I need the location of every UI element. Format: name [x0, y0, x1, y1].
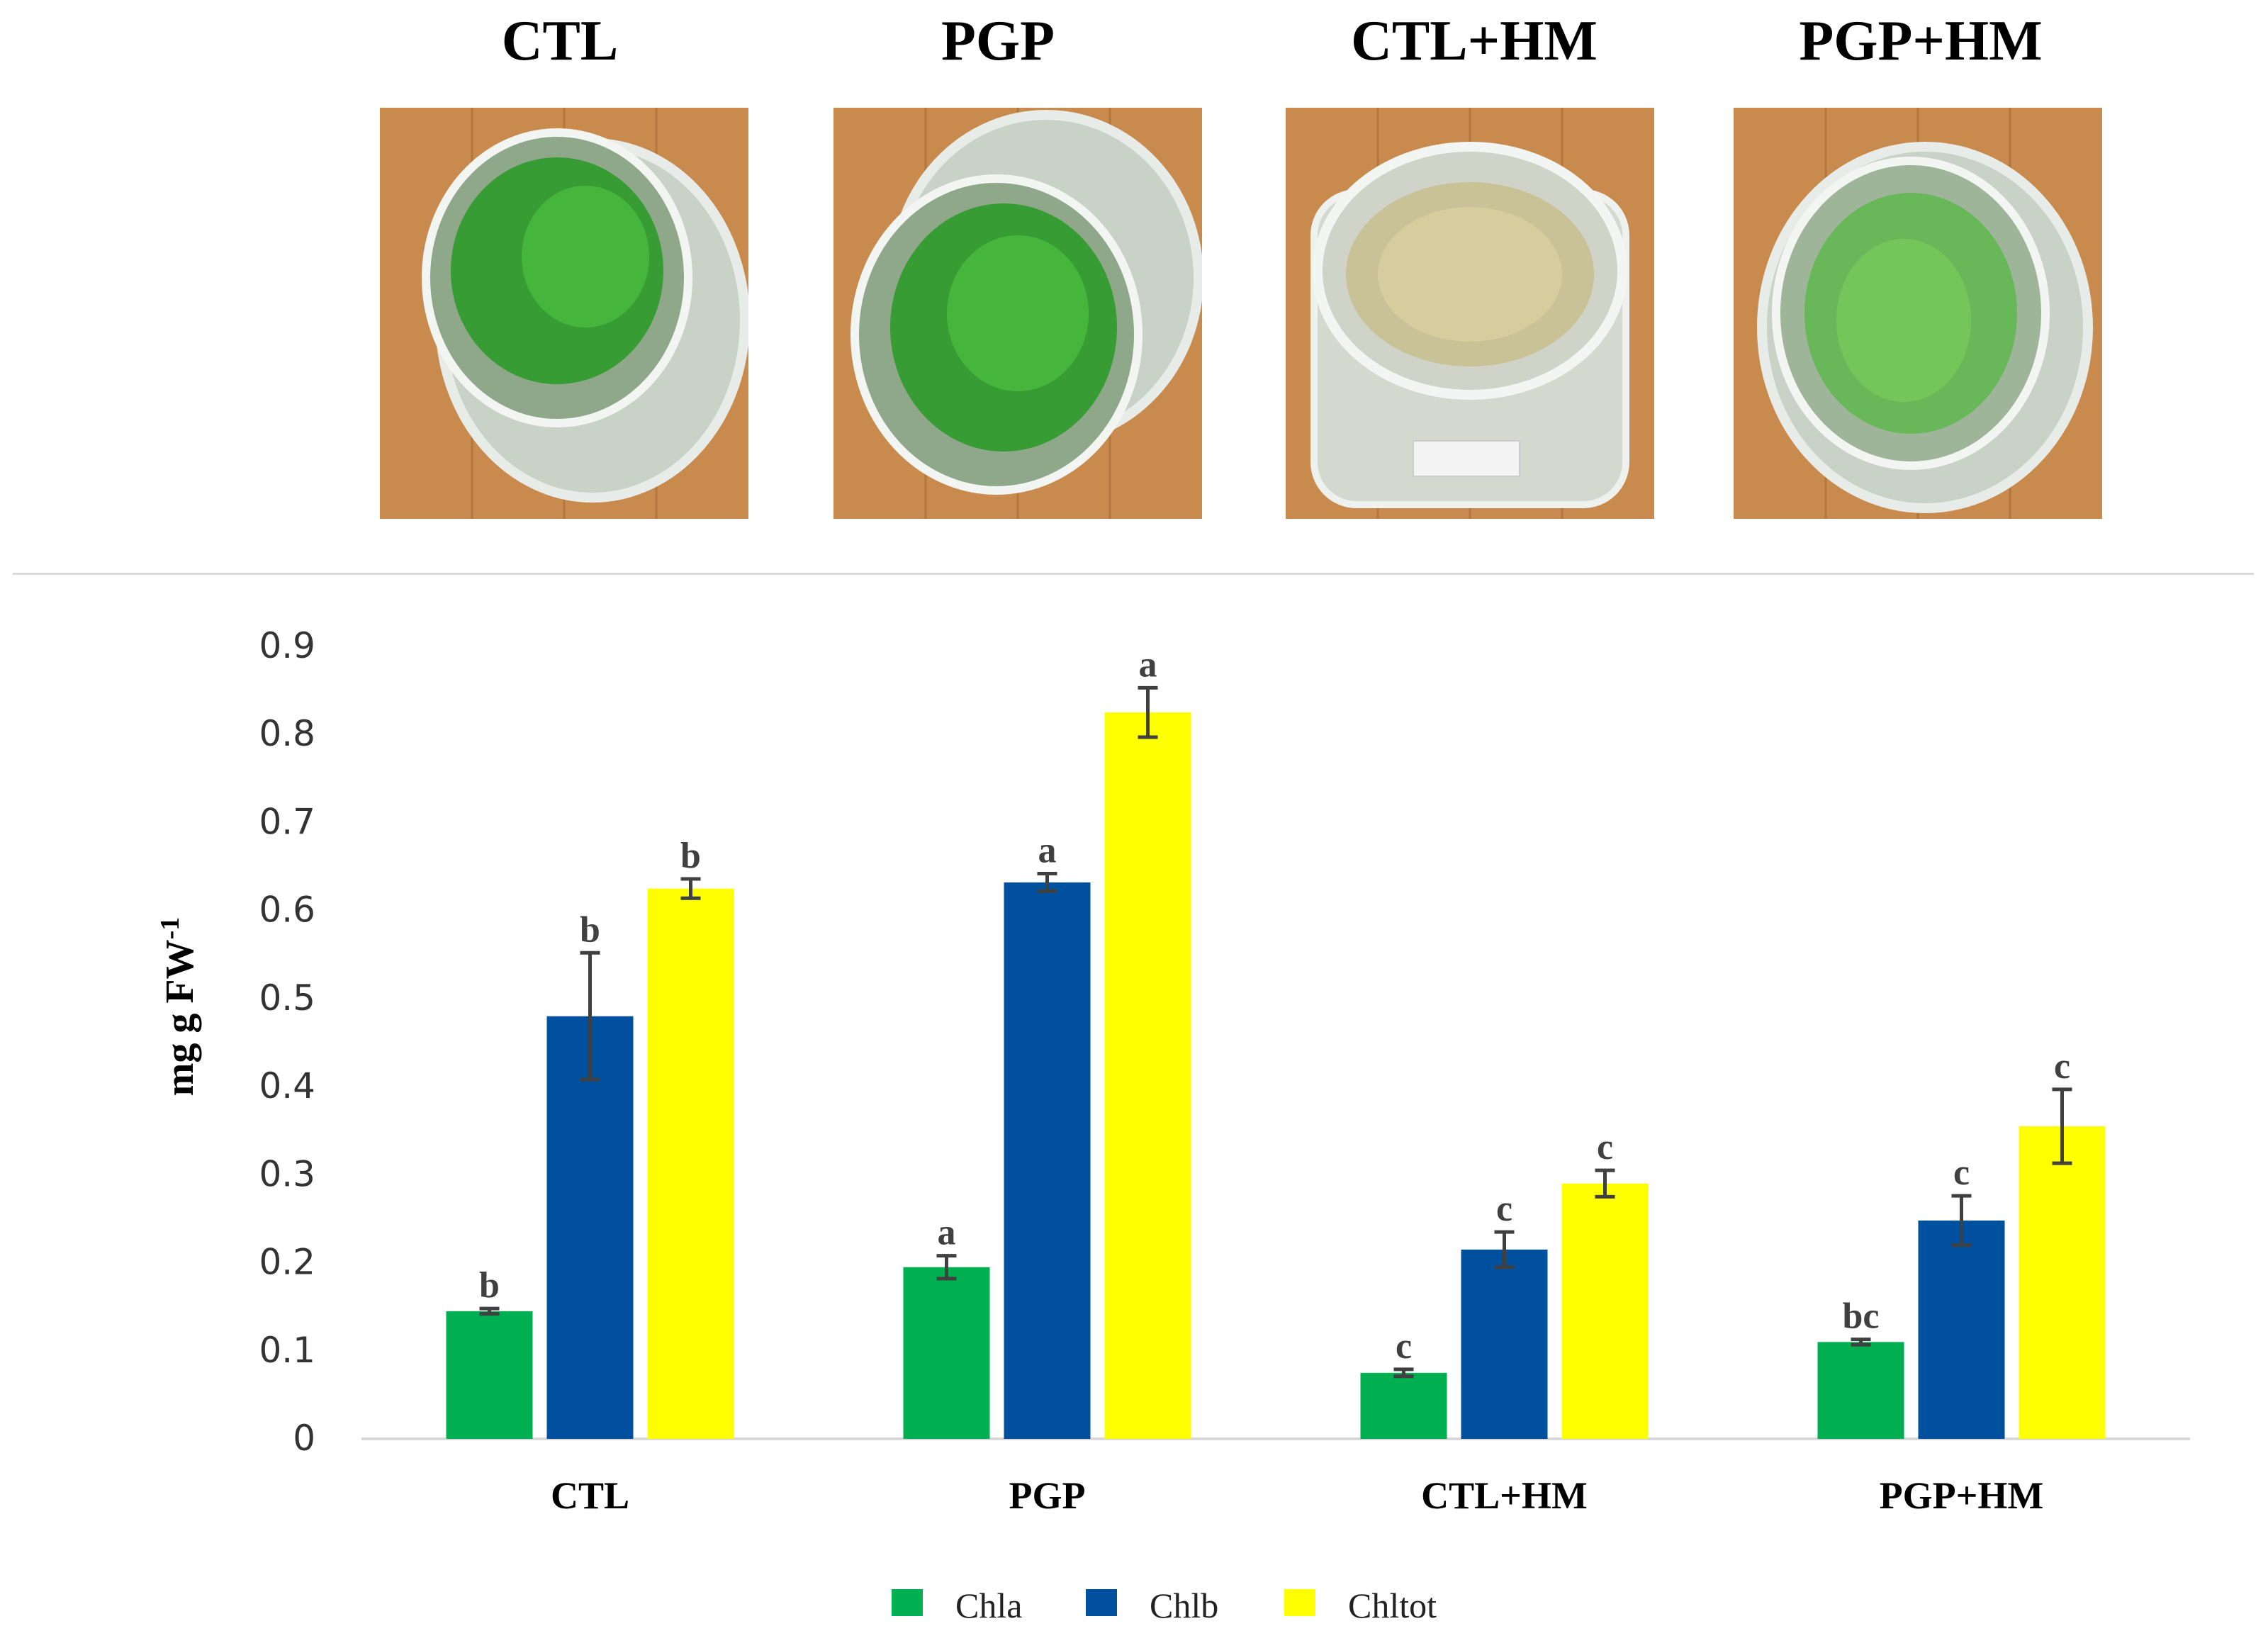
y-tick-label: 0.6 — [259, 890, 315, 931]
bar-chlb — [1918, 1220, 2005, 1439]
bar-chltot — [2019, 1126, 2106, 1439]
significance-letter: c — [1396, 1326, 1412, 1367]
bar-chla — [1360, 1372, 1447, 1439]
y-axis-label: mg g FW-1 — [155, 917, 202, 1097]
significance-letter: c — [1953, 1153, 1970, 1193]
y-tick-label: 0.3 — [259, 1153, 315, 1194]
jar-photo-pgp — [833, 108, 1202, 519]
jar-photo-ctl-hm — [1286, 108, 1654, 519]
legend-swatch-chltot — [1284, 1589, 1315, 1616]
y-tick-label: 0.8 — [259, 713, 315, 754]
y-tick-label: 0.2 — [259, 1242, 315, 1283]
legend-swatch-chlb — [1086, 1589, 1117, 1616]
significance-letter: c — [1496, 1189, 1512, 1229]
legend-label-chltot: Chltot — [1348, 1586, 1437, 1625]
significance-letter: c — [1597, 1127, 1613, 1167]
y-tick-label: 0.4 — [259, 1065, 315, 1106]
significance-letter: b — [580, 909, 600, 950]
photo-title-ctl-hm: CTL+HM — [1351, 10, 1598, 72]
x-tick-label: PGP — [1009, 1474, 1086, 1517]
legend-label-chlb: Chlb — [1150, 1586, 1219, 1625]
photo-title-pgp-hm: PGP+HM — [1799, 10, 2043, 72]
y-tick-label: 0.5 — [259, 977, 315, 1019]
bar-chla — [903, 1267, 990, 1439]
legend-label-chla: Chla — [955, 1586, 1023, 1625]
y-tick-label: 0 — [293, 1418, 315, 1459]
bar-chla — [1817, 1342, 1904, 1439]
y-tick-label: 0.1 — [259, 1330, 315, 1371]
bar-chltot — [1104, 712, 1191, 1439]
significance-letter: bc — [1843, 1296, 1880, 1337]
legend-swatch-chla — [892, 1589, 923, 1616]
significance-letter: a — [1139, 644, 1157, 685]
significance-letter: b — [680, 836, 701, 876]
photo-pgp — [833, 108, 1202, 519]
bar-chlb — [1004, 882, 1091, 1439]
panel-divider — [13, 573, 2254, 575]
photo-title-pgp: PGP — [941, 10, 1055, 72]
y-axis-label-exponent: -1 — [155, 917, 185, 940]
bar-chla — [446, 1311, 533, 1439]
bar-chltot — [1561, 1183, 1649, 1439]
significance-letter: a — [1038, 830, 1057, 870]
significance-letter: b — [479, 1265, 500, 1306]
photo-ctl-hm — [1286, 108, 1654, 519]
legend: Chla Chlb Chltot — [0, 1582, 2268, 1625]
y-tick-label: 0.9 — [259, 625, 315, 666]
significance-letter: c — [2054, 1046, 2070, 1087]
bar-chlb — [546, 1016, 634, 1439]
bar-chlb — [1461, 1249, 1548, 1439]
photo-pgp-hm — [1734, 108, 2102, 519]
y-axis-label-base: mg g FW — [158, 939, 202, 1096]
y-tick-label: 0.7 — [259, 801, 315, 842]
x-tick-label: CTL+HM — [1421, 1474, 1588, 1517]
jar-photo-ctl — [380, 108, 748, 519]
photo-title-ctl: CTL — [501, 10, 619, 72]
bar-chltot — [647, 888, 734, 1439]
x-tick-label: CTL — [551, 1474, 629, 1517]
significance-letter: a — [938, 1213, 956, 1253]
jar-photo-pgp-hm — [1734, 108, 2102, 519]
x-tick-label: PGP+HM — [1880, 1474, 2044, 1517]
photo-ctl — [380, 108, 748, 519]
